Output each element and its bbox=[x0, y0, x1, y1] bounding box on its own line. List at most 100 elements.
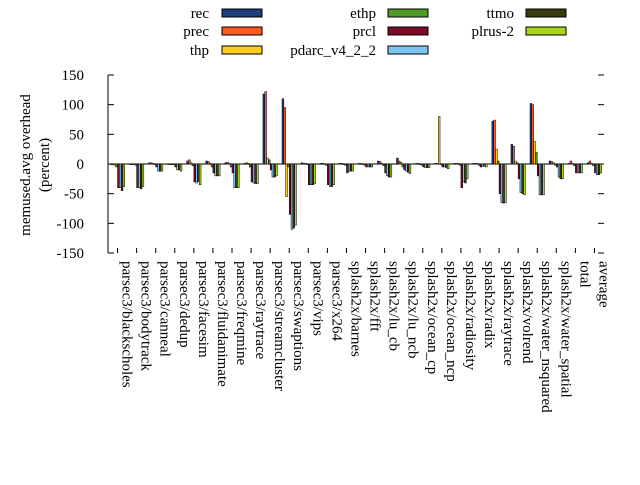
bar-prec-7 bbox=[245, 162, 248, 165]
bar-ttmo-3 bbox=[178, 163, 181, 171]
bar-thp-12 bbox=[342, 163, 345, 165]
bar-prec-5 bbox=[207, 161, 210, 165]
bar-pdarc_v4_2_2-20 bbox=[500, 163, 503, 203]
bar-ttmo-14 bbox=[387, 163, 391, 178]
y-tick-label: -100 bbox=[57, 216, 85, 232]
bar-ttmo-23 bbox=[559, 163, 562, 180]
bar-ttmo-11 bbox=[330, 163, 334, 187]
bar-prcl-24 bbox=[575, 163, 578, 174]
bar-prec-15 bbox=[398, 160, 401, 165]
bar-ethp-8 bbox=[268, 159, 271, 165]
bar-prcl-4 bbox=[193, 163, 196, 183]
bar-pdarc_v4_2_2-6 bbox=[233, 163, 236, 188]
bar-rec-2 bbox=[148, 162, 151, 165]
bar-ethp-10 bbox=[306, 163, 309, 165]
x-tick-label: splash2x/radix bbox=[481, 261, 497, 349]
bar-rec-24 bbox=[567, 163, 571, 165]
bar-ethp-19 bbox=[477, 163, 481, 166]
bar-thp-21 bbox=[514, 160, 517, 165]
bar-ethp-23 bbox=[554, 163, 557, 166]
bar-pdarc_v4_2_2-12 bbox=[348, 163, 351, 172]
x-tick-label: splash2x/lu_cb bbox=[386, 261, 402, 351]
bar-thp-13 bbox=[361, 163, 364, 165]
bar-plrus-2-25 bbox=[599, 163, 602, 174]
bar-thp-0 bbox=[113, 163, 116, 166]
bar-ethp-2 bbox=[153, 163, 156, 165]
bar-thp-22 bbox=[533, 141, 536, 165]
bar-ethp-25 bbox=[592, 163, 595, 167]
bar-prec-18 bbox=[455, 163, 458, 165]
bar-ttmo-2 bbox=[159, 163, 162, 172]
bar-pdarc_v4_2_2-4 bbox=[195, 163, 198, 184]
bar-pdarc_v4_2_2-23 bbox=[557, 163, 561, 178]
bar-ttmo-7 bbox=[254, 163, 257, 184]
bar-ttmo-16 bbox=[426, 163, 429, 168]
bar-pdarc_v4_2_2-21 bbox=[519, 163, 523, 193]
bar-plrus-2-8 bbox=[275, 163, 278, 177]
bar-ethp-15 bbox=[401, 163, 404, 168]
bar-pdarc_v4_2_2-5 bbox=[214, 163, 217, 177]
x-tick-label: splash2x/barnes bbox=[348, 261, 364, 357]
x-tick-label: splash2x/fft bbox=[367, 261, 383, 332]
bar-ttmo-15 bbox=[407, 163, 410, 173]
bar-rec-12 bbox=[339, 163, 342, 165]
x-tick-label: splash2x/lu_ncb bbox=[405, 261, 421, 359]
bar-prec-2 bbox=[150, 162, 153, 165]
bar-prcl-21 bbox=[517, 163, 521, 180]
bar-rec-20 bbox=[491, 121, 494, 165]
bar-plrus-2-7 bbox=[256, 163, 259, 184]
bar-pdarc_v4_2_2-11 bbox=[328, 163, 332, 187]
bar-prec-16 bbox=[417, 163, 420, 165]
bar-pdarc_v4_2_2-18 bbox=[462, 163, 465, 183]
bar-rec-1 bbox=[129, 163, 132, 165]
bar-thp-16 bbox=[418, 163, 422, 165]
x-tick-labels: parsec3/blackscholes parsec3/bodytrack par… bbox=[119, 261, 612, 413]
bar-prcl-12 bbox=[346, 163, 349, 174]
bar-plrus-2-23 bbox=[561, 163, 564, 180]
bar-ethp-4 bbox=[191, 163, 195, 167]
bar-plrus-2-16 bbox=[427, 163, 431, 168]
bar-prec-19 bbox=[474, 163, 477, 165]
legend-label-thp: thp bbox=[190, 43, 209, 59]
bar-thp-17 bbox=[438, 116, 441, 165]
bar-thp-15 bbox=[399, 161, 403, 165]
bar-ttmo-25 bbox=[597, 163, 601, 175]
bar-prec-3 bbox=[169, 163, 172, 165]
bar-thp-1 bbox=[132, 163, 136, 165]
bar-pdarc_v4_2_2-1 bbox=[138, 163, 141, 188]
bar-rec-17 bbox=[434, 163, 437, 165]
bar-prec-22 bbox=[531, 104, 534, 165]
bar-prcl-20 bbox=[498, 163, 502, 194]
bar-prcl-6 bbox=[231, 163, 235, 174]
bar-thp-3 bbox=[170, 163, 174, 165]
bar-thp-6 bbox=[228, 163, 231, 165]
bar-series bbox=[110, 91, 602, 230]
bar-ttmo-10 bbox=[311, 163, 314, 186]
bar-prec-12 bbox=[340, 163, 344, 165]
x-tick-label: parsec3/fluidanimate bbox=[214, 261, 230, 387]
bar-ethp-12 bbox=[344, 163, 347, 166]
y-tick-label: 0 bbox=[77, 157, 85, 173]
bar-thp-14 bbox=[380, 163, 384, 165]
bar-ttmo-19 bbox=[483, 163, 486, 167]
bar-rec-18 bbox=[453, 163, 456, 165]
bar-ttmo-18 bbox=[464, 163, 467, 184]
bar-rec-4 bbox=[186, 160, 189, 165]
legend-swatch-pdarc_v4_2_2 bbox=[387, 45, 429, 55]
legend-label-ttmo: ttmo bbox=[486, 6, 514, 22]
bar-rec-0 bbox=[110, 163, 113, 165]
bar-ethp-5 bbox=[210, 163, 214, 168]
bar-pdarc_v4_2_2-7 bbox=[252, 163, 255, 184]
bar-prec-14 bbox=[378, 161, 382, 165]
bar-prec-6 bbox=[226, 161, 229, 165]
bar-prcl-7 bbox=[250, 163, 254, 183]
bar-pdarc_v4_2_2-22 bbox=[538, 163, 542, 196]
bar-rec-8 bbox=[262, 93, 266, 165]
y-axis-title: memused.avg overhead (percent) bbox=[18, 94, 53, 236]
bar-ttmo-8 bbox=[273, 163, 276, 178]
bar-thp-19 bbox=[476, 163, 479, 165]
bar-pdarc_v4_2_2-19 bbox=[481, 163, 484, 167]
bar-plrus-2-22 bbox=[542, 163, 545, 196]
bar-ttmo-21 bbox=[521, 163, 524, 194]
bar-prcl-15 bbox=[403, 163, 406, 171]
